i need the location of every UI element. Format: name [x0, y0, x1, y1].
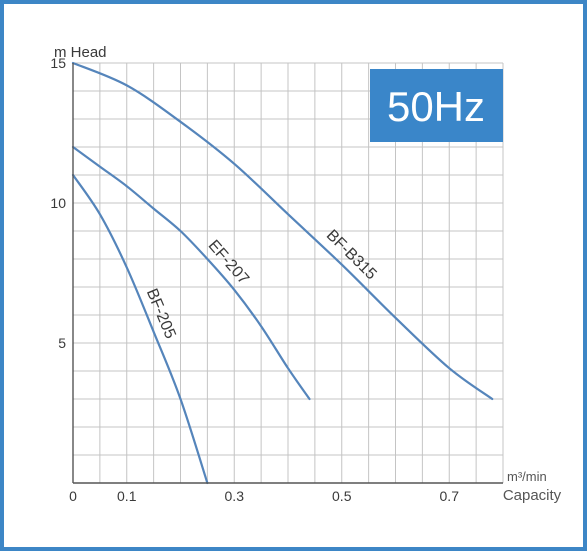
- x-tick-label: 0.7: [440, 488, 460, 504]
- performance-curve: [71, 61, 494, 401]
- y-axis-label: m Head: [54, 44, 107, 61]
- x-tick-label: 0.3: [225, 488, 245, 504]
- y-tick-label: 5: [58, 335, 66, 351]
- x-axis-unit: m³/min: [507, 469, 547, 484]
- x-tick-label: 0: [69, 488, 77, 504]
- badge-layer: 50Hz: [370, 69, 503, 142]
- curve-label: BF-205: [143, 286, 179, 341]
- performance-curve: [71, 145, 311, 401]
- x-axis-label: Capacity: [503, 487, 562, 504]
- axes: m Head m³/min Capacity 0 0.1 0.3 0.5 0.7 15 10…: [50, 44, 561, 504]
- performance-curve: [71, 173, 209, 485]
- frequency-badge-label: 50Hz: [387, 83, 485, 130]
- y-tick-label: 15: [50, 55, 66, 71]
- x-tick-label: 0.5: [332, 488, 352, 504]
- frequency-badge: [370, 69, 503, 142]
- x-tick-label: 0.1: [117, 488, 137, 504]
- y-tick-label: 10: [50, 195, 66, 211]
- curves: [71, 61, 494, 485]
